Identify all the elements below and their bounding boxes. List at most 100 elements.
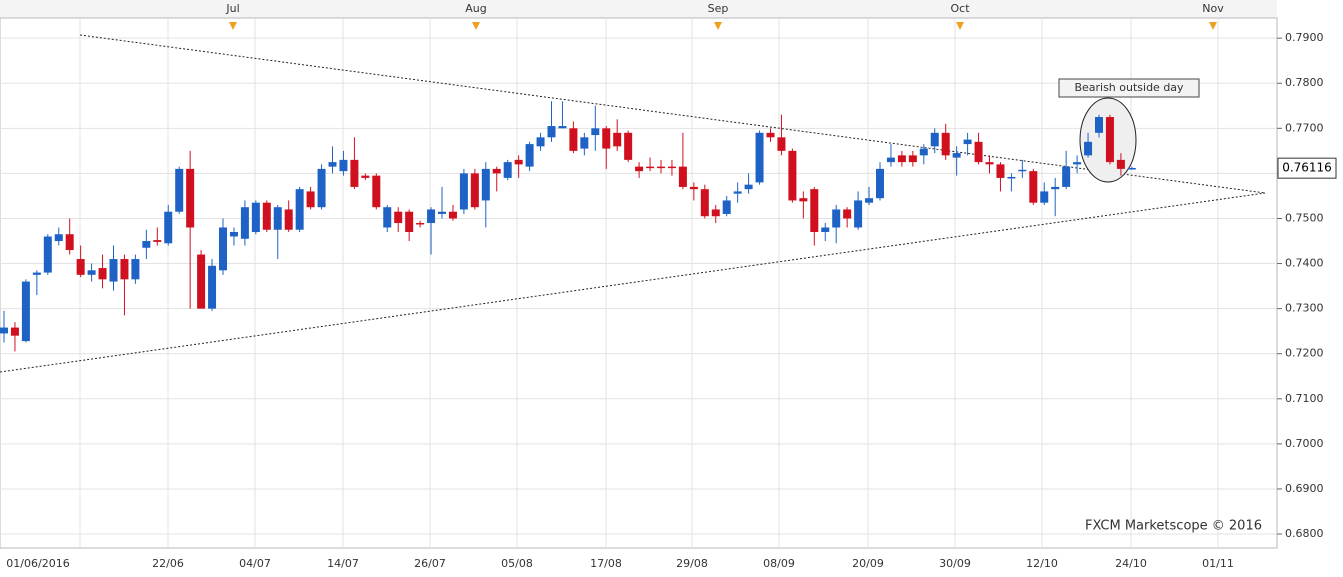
candle-body [262, 202, 271, 230]
candle-body [832, 209, 841, 228]
last-price-box [1277, 157, 1337, 179]
candle-body [1029, 171, 1038, 203]
candle-body [43, 236, 52, 273]
x-tick-label: 05/08 [501, 557, 533, 570]
candle-body [208, 265, 217, 309]
candle-body [1040, 191, 1049, 203]
month-label: Jul [225, 2, 239, 15]
candle-body [952, 153, 961, 158]
candle-body [1116, 159, 1125, 169]
candle-body [76, 259, 85, 275]
candle-body [963, 139, 972, 145]
candle-body [941, 132, 950, 156]
candle-body [438, 211, 446, 214]
x-tick-label: 30/09 [939, 557, 971, 570]
x-tick-label: 12/10 [1026, 557, 1058, 570]
candle-body [919, 148, 928, 156]
candle-body [87, 270, 96, 275]
candle-body [996, 164, 1005, 178]
annotation-box [1058, 78, 1200, 98]
candle-body [711, 209, 720, 217]
candle-body [799, 198, 808, 202]
candle-body [843, 209, 852, 219]
candle-body [897, 155, 906, 163]
candle-body [777, 137, 786, 151]
candle-body [678, 166, 687, 187]
candle-body [492, 168, 501, 174]
y-tick-label: 0.7000 [1285, 437, 1324, 450]
y-tick-label: 0.7200 [1285, 347, 1324, 360]
x-tick-label: 22/06 [152, 557, 184, 570]
candle-body [470, 173, 479, 208]
candle-body [514, 159, 523, 165]
candle-body [32, 272, 41, 275]
x-tick-label: 17/08 [590, 557, 622, 570]
candle-body [591, 128, 600, 136]
candle-body [1073, 162, 1082, 165]
x-tick-label: 01/11 [1202, 557, 1234, 570]
candle-body [503, 162, 512, 178]
candle-body [624, 132, 633, 160]
x-tick-label: 14/07 [327, 557, 359, 570]
candle-body [1018, 169, 1027, 172]
candle-body [788, 150, 797, 201]
candle-body [284, 209, 293, 230]
candle-body [558, 126, 567, 129]
y-tick-label: 0.7400 [1285, 257, 1324, 270]
month-marker [229, 22, 237, 30]
candle-body [350, 159, 359, 187]
y-tick-label: 0.7700 [1285, 121, 1324, 134]
month-marker [472, 22, 480, 30]
candle-body [1062, 166, 1071, 187]
candle-body [109, 259, 118, 282]
candle-body [153, 240, 162, 242]
candle-body [10, 327, 19, 336]
candle-body [1084, 141, 1093, 156]
candle-body [974, 141, 983, 163]
candle-body [339, 159, 348, 172]
candle-body [744, 184, 753, 190]
candle-body [930, 132, 939, 147]
candle-body [328, 162, 337, 167]
candle-body [908, 155, 917, 163]
candle-body [295, 189, 304, 230]
candle-body [481, 168, 490, 201]
candle-body [733, 191, 742, 194]
annotation: Bearish outside day [1074, 81, 1184, 94]
candle-body [273, 207, 282, 230]
x-tick-label: 29/08 [676, 557, 708, 570]
x-tick-label: 26/07 [414, 557, 446, 570]
month-label: Sep [708, 2, 729, 15]
candle-body [427, 209, 436, 223]
candle-body [854, 200, 863, 228]
candle-body [164, 211, 173, 244]
candle-body [1105, 117, 1114, 163]
candle-body [459, 173, 468, 210]
candle-body [689, 186, 698, 190]
candle-body [1051, 186, 1060, 190]
candle-body [0, 327, 8, 334]
candle-body [569, 128, 578, 151]
x-tick-label: 24/10 [1115, 557, 1147, 570]
y-tick-label: 0.7300 [1285, 302, 1324, 315]
candle-body [525, 144, 534, 167]
month-marker [714, 22, 722, 30]
candle-body [361, 175, 370, 178]
month-marker [956, 22, 964, 30]
candle-body [722, 200, 731, 214]
y-tick-label: 0.7100 [1285, 392, 1324, 405]
candle-body [251, 202, 260, 232]
candle-body [405, 211, 414, 232]
candle-body [65, 234, 74, 251]
candle-body [602, 128, 611, 149]
candle-body [306, 191, 315, 208]
last-price-label: 0.76116 [1282, 161, 1332, 175]
candle-body [142, 241, 151, 248]
month-label: Oct [950, 2, 970, 15]
candle-body [197, 254, 206, 309]
candle-body [219, 227, 227, 271]
candle-body [416, 222, 425, 225]
candle-body [755, 132, 764, 183]
candle-body [383, 207, 392, 228]
candle-body [240, 207, 249, 239]
